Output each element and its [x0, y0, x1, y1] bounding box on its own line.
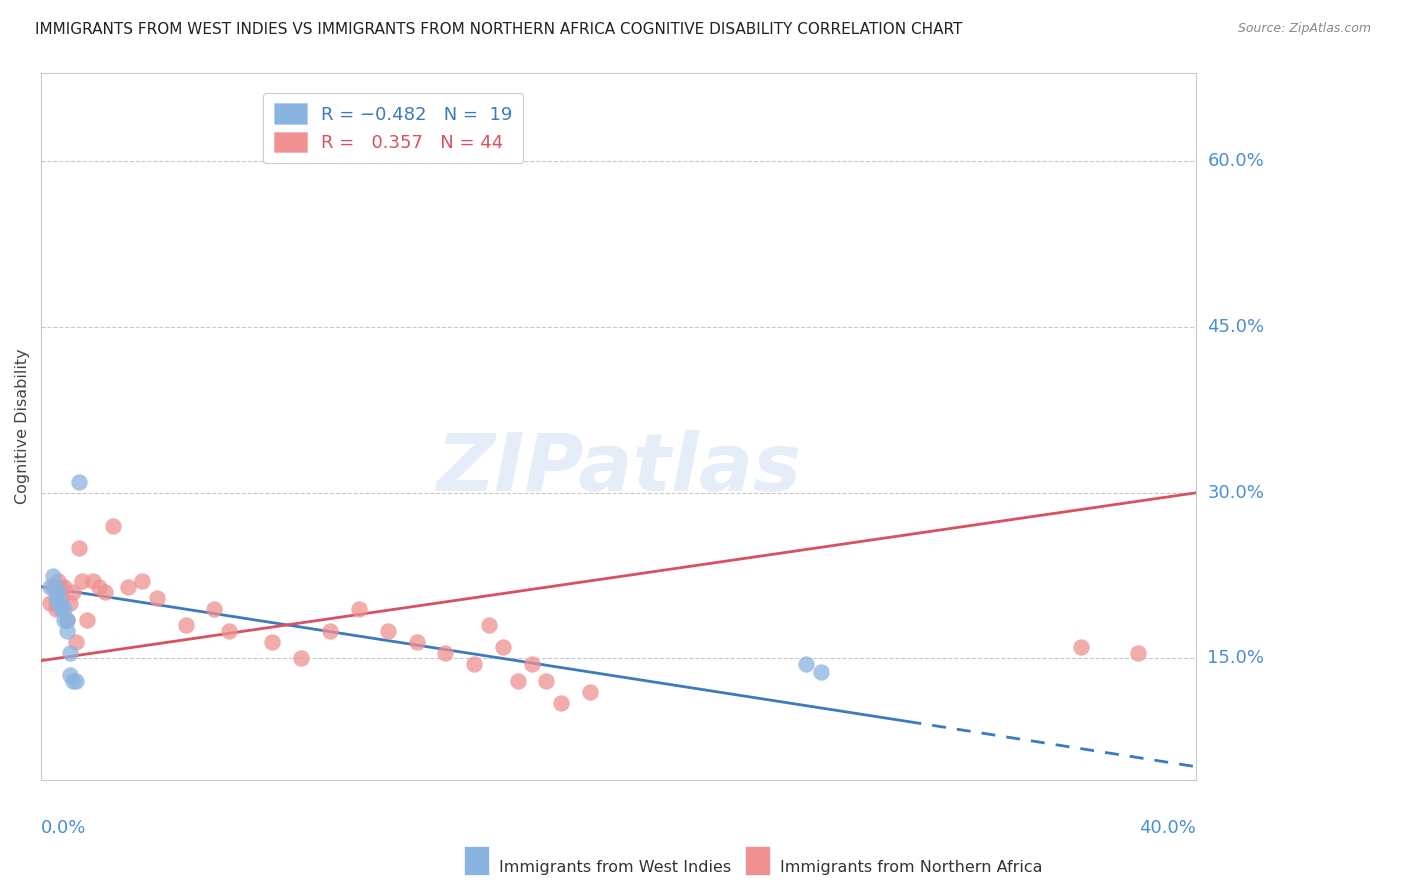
- Point: [262, 635, 284, 649]
- Point: [1128, 646, 1150, 660]
- Point: [87, 580, 110, 594]
- Point: [51, 601, 73, 615]
- Point: [59, 668, 82, 682]
- Point: [65, 673, 87, 688]
- Point: [434, 646, 457, 660]
- Point: [62, 673, 84, 688]
- Point: [810, 665, 832, 679]
- Point: [53, 580, 76, 594]
- Point: [347, 601, 370, 615]
- Point: [796, 657, 818, 671]
- Point: [56, 613, 79, 627]
- Point: [38, 580, 60, 594]
- Point: [319, 624, 342, 638]
- Point: [70, 574, 93, 588]
- Point: [38, 596, 60, 610]
- Point: [218, 624, 240, 638]
- Text: 40.0%: 40.0%: [1139, 819, 1197, 837]
- Point: [550, 696, 572, 710]
- Point: [48, 585, 70, 599]
- Point: [53, 613, 76, 627]
- Point: [48, 585, 70, 599]
- Point: [45, 601, 67, 615]
- Point: [463, 657, 485, 671]
- Text: 15.0%: 15.0%: [1208, 649, 1264, 667]
- Point: [45, 580, 67, 594]
- Point: [45, 591, 67, 605]
- Point: [67, 541, 90, 555]
- Point: [202, 601, 225, 615]
- Point: [520, 657, 543, 671]
- Point: [578, 684, 600, 698]
- Point: [56, 613, 79, 627]
- Point: [405, 635, 427, 649]
- Point: [56, 624, 79, 638]
- Y-axis label: Cognitive Disability: Cognitive Disability: [15, 349, 30, 504]
- Text: IMMIGRANTS FROM WEST INDIES VS IMMIGRANTS FROM NORTHERN AFRICA COGNITIVE DISABIL: IMMIGRANTS FROM WEST INDIES VS IMMIGRANT…: [35, 22, 963, 37]
- Point: [65, 635, 87, 649]
- Point: [67, 475, 90, 489]
- Point: [478, 618, 501, 632]
- Text: Immigrants from Northern Africa: Immigrants from Northern Africa: [780, 860, 1043, 874]
- Text: Source: ZipAtlas.com: Source: ZipAtlas.com: [1237, 22, 1371, 36]
- Point: [145, 591, 167, 605]
- Point: [48, 574, 70, 588]
- Point: [536, 673, 558, 688]
- Point: [48, 596, 70, 610]
- Point: [492, 640, 515, 655]
- Point: [51, 591, 73, 605]
- Point: [117, 580, 139, 594]
- Text: 0.0%: 0.0%: [41, 819, 87, 837]
- Point: [41, 580, 63, 594]
- Point: [76, 613, 98, 627]
- Text: 30.0%: 30.0%: [1208, 483, 1264, 502]
- Point: [45, 596, 67, 610]
- Point: [82, 574, 104, 588]
- Point: [93, 585, 115, 599]
- Point: [59, 596, 82, 610]
- Point: [59, 646, 82, 660]
- Legend: R = −0.482   N =  19, R =   0.357   N = 44: R = −0.482 N = 19, R = 0.357 N = 44: [263, 93, 523, 163]
- Point: [103, 519, 125, 533]
- Text: Immigrants from West Indies: Immigrants from West Indies: [499, 860, 731, 874]
- Point: [62, 585, 84, 599]
- Point: [53, 601, 76, 615]
- Text: 60.0%: 60.0%: [1208, 153, 1264, 170]
- Point: [41, 568, 63, 582]
- Point: [51, 596, 73, 610]
- Point: [506, 673, 529, 688]
- Text: ZIPatlas: ZIPatlas: [436, 430, 801, 508]
- Point: [51, 580, 73, 594]
- Point: [377, 624, 399, 638]
- Point: [290, 651, 312, 665]
- Text: 45.0%: 45.0%: [1208, 318, 1264, 336]
- Point: [174, 618, 197, 632]
- Point: [1070, 640, 1092, 655]
- Point: [131, 574, 153, 588]
